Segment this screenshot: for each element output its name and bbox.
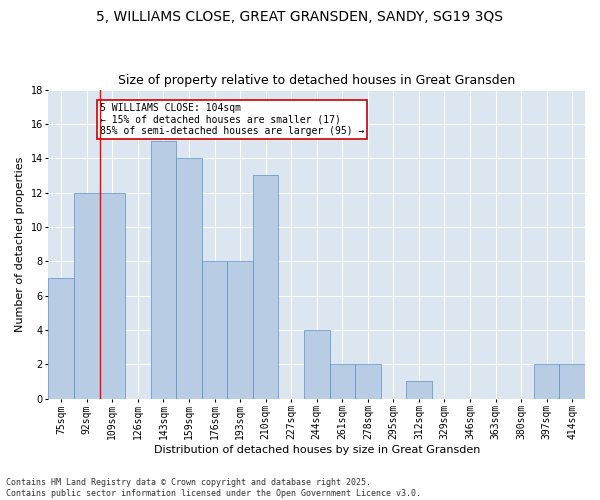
Bar [151, 141, 176, 399]
Bar [253, 176, 278, 398]
Text: 5 WILLIAMS CLOSE: 104sqm
← 15% of detached houses are smaller (17)
85% of semi-d: 5 WILLIAMS CLOSE: 104sqm ← 15% of detach… [100, 104, 364, 136]
Bar [100, 192, 125, 398]
Bar [534, 364, 559, 398]
Bar [49, 278, 74, 398]
Bar [559, 364, 585, 398]
Bar [355, 364, 380, 398]
Bar [329, 364, 355, 398]
Bar [202, 262, 227, 398]
Bar [304, 330, 329, 398]
Bar [227, 262, 253, 398]
Bar [406, 382, 432, 398]
X-axis label: Distribution of detached houses by size in Great Gransden: Distribution of detached houses by size … [154, 445, 480, 455]
Text: Contains HM Land Registry data © Crown copyright and database right 2025.
Contai: Contains HM Land Registry data © Crown c… [6, 478, 421, 498]
Bar [74, 192, 100, 398]
Bar [176, 158, 202, 398]
Y-axis label: Number of detached properties: Number of detached properties [15, 156, 25, 332]
Text: 5, WILLIAMS CLOSE, GREAT GRANSDEN, SANDY, SG19 3QS: 5, WILLIAMS CLOSE, GREAT GRANSDEN, SANDY… [97, 10, 503, 24]
Title: Size of property relative to detached houses in Great Gransden: Size of property relative to detached ho… [118, 74, 515, 87]
